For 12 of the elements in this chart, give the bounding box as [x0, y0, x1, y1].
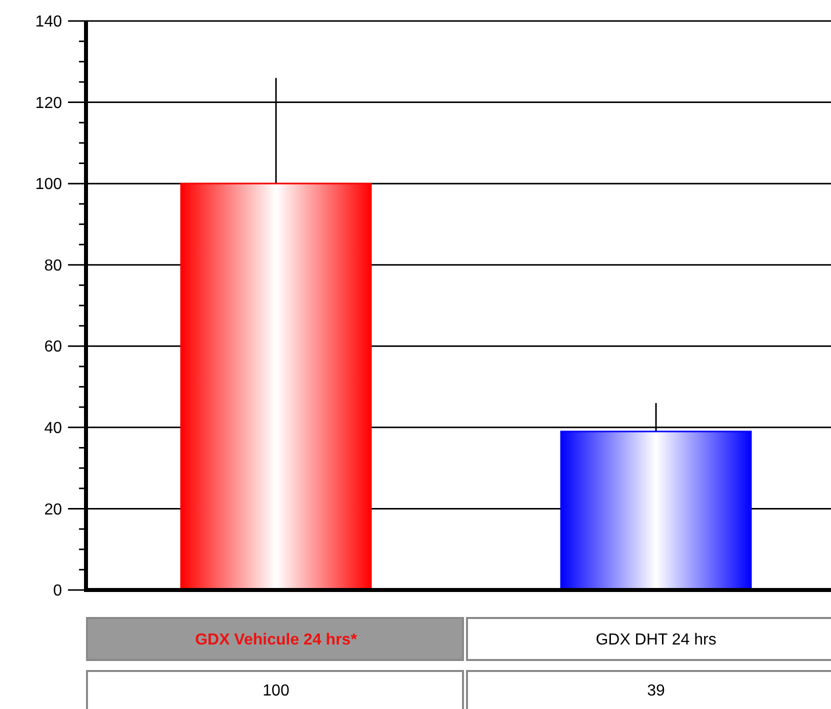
- data-label: 100: [262, 682, 290, 700]
- y-tick-label: 0: [53, 582, 62, 600]
- y-tick-label: 120: [35, 94, 62, 112]
- y-tick-label: 100: [35, 176, 62, 194]
- y-tick-label: 60: [44, 338, 62, 356]
- y-tick-label: 80: [44, 257, 62, 274]
- x-tick-label: GDX DHT 24 hrs: [596, 632, 716, 649]
- y-tick-label: 40: [44, 420, 62, 438]
- y-tick-label: 20: [44, 501, 62, 518]
- data-label: 39: [647, 682, 665, 700]
- y-tick-label: 140: [35, 14, 62, 31]
- x-tick-label: GDX Vehicule 24 hrs*: [195, 632, 358, 649]
